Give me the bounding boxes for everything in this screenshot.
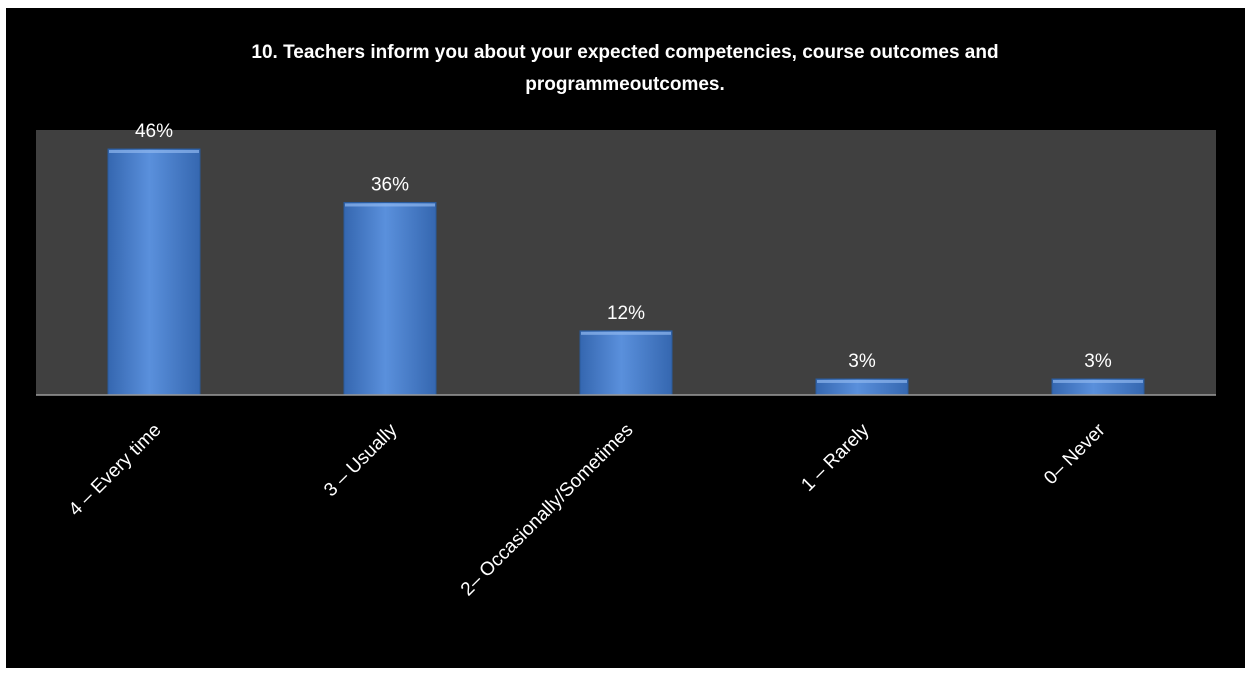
value-label-2: 12% bbox=[607, 303, 645, 324]
category-label-0: 4 – Every time bbox=[65, 420, 166, 521]
bar-highlight-2 bbox=[581, 331, 671, 335]
value-label-4: 3% bbox=[1084, 351, 1112, 372]
value-label-3: 3% bbox=[848, 351, 876, 372]
bar-2 bbox=[579, 330, 673, 396]
category-label-3: 1 – Rarely bbox=[797, 419, 873, 495]
bar-1 bbox=[343, 201, 437, 396]
bar-0 bbox=[107, 148, 201, 396]
chart-container: 10. Teachers inform you about your expec… bbox=[6, 8, 1245, 668]
bar-highlight-4 bbox=[1053, 379, 1143, 383]
chart-title-line-1: 10. Teachers inform you about your expec… bbox=[251, 42, 998, 63]
value-label-0: 46% bbox=[135, 121, 173, 142]
category-label-4: 0– Never bbox=[1040, 419, 1110, 489]
bar-highlight-1 bbox=[345, 203, 435, 207]
bar-chart: 10. Teachers inform you about your expec… bbox=[36, 42, 1216, 601]
bar-highlight-3 bbox=[817, 379, 907, 383]
category-label-2: 2– Occasionally/Sometimes bbox=[457, 420, 638, 601]
bar-highlight-0 bbox=[109, 150, 199, 153]
chart-title-line-2: programmeoutcomes. bbox=[525, 74, 725, 95]
value-label-1: 36% bbox=[371, 174, 409, 195]
category-label-1: 3 – Usually bbox=[320, 419, 402, 501]
